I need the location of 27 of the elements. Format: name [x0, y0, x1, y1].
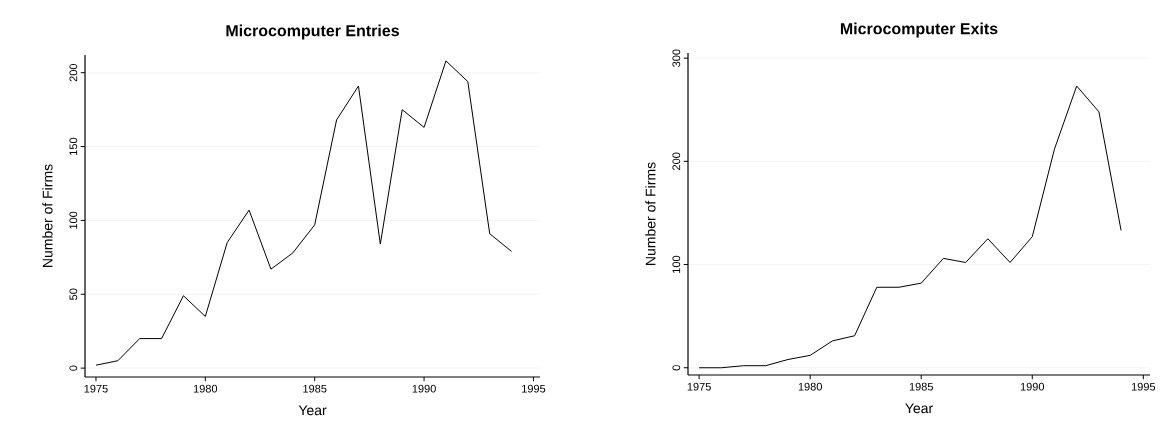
- y-tick-label: 0: [69, 365, 78, 371]
- y-tick-label: 300: [672, 49, 681, 67]
- y-tick-label: 0: [672, 365, 681, 371]
- y-tick-label: 100: [672, 255, 681, 273]
- x-tick-label: 1990: [412, 384, 436, 393]
- x-tick-label: 1990: [1020, 382, 1045, 391]
- y-tick-label: 100: [69, 211, 78, 229]
- x-tick-label: 1980: [798, 382, 822, 391]
- y-axis-title: Number of Firms: [42, 164, 53, 267]
- y-tick-label: 200: [672, 152, 681, 170]
- chart-title: Microcomputer Entries: [226, 24, 399, 40]
- chart-title: Microcomputer Exits: [840, 22, 998, 38]
- x-tick-label: 1975: [687, 382, 711, 391]
- x-tick-label: 1985: [303, 384, 327, 393]
- y-tick-label: 50: [69, 288, 78, 300]
- line-series: [698, 85, 1122, 369]
- y-axis-title: Number of Firms: [645, 162, 656, 265]
- line-series: [95, 60, 513, 366]
- x-tick-label: 1980: [193, 384, 218, 393]
- x-tick-label: 1995: [522, 384, 546, 393]
- x-axis-title: Year: [905, 403, 933, 414]
- y-tick-label: 200: [69, 63, 78, 82]
- x-tick-label: 1985: [909, 382, 933, 391]
- y-tick-label: 150: [69, 137, 78, 155]
- x-axis-title: Year: [298, 405, 327, 416]
- x-tick-label: 1995: [1131, 382, 1156, 391]
- x-tick-label: 1975: [84, 384, 108, 393]
